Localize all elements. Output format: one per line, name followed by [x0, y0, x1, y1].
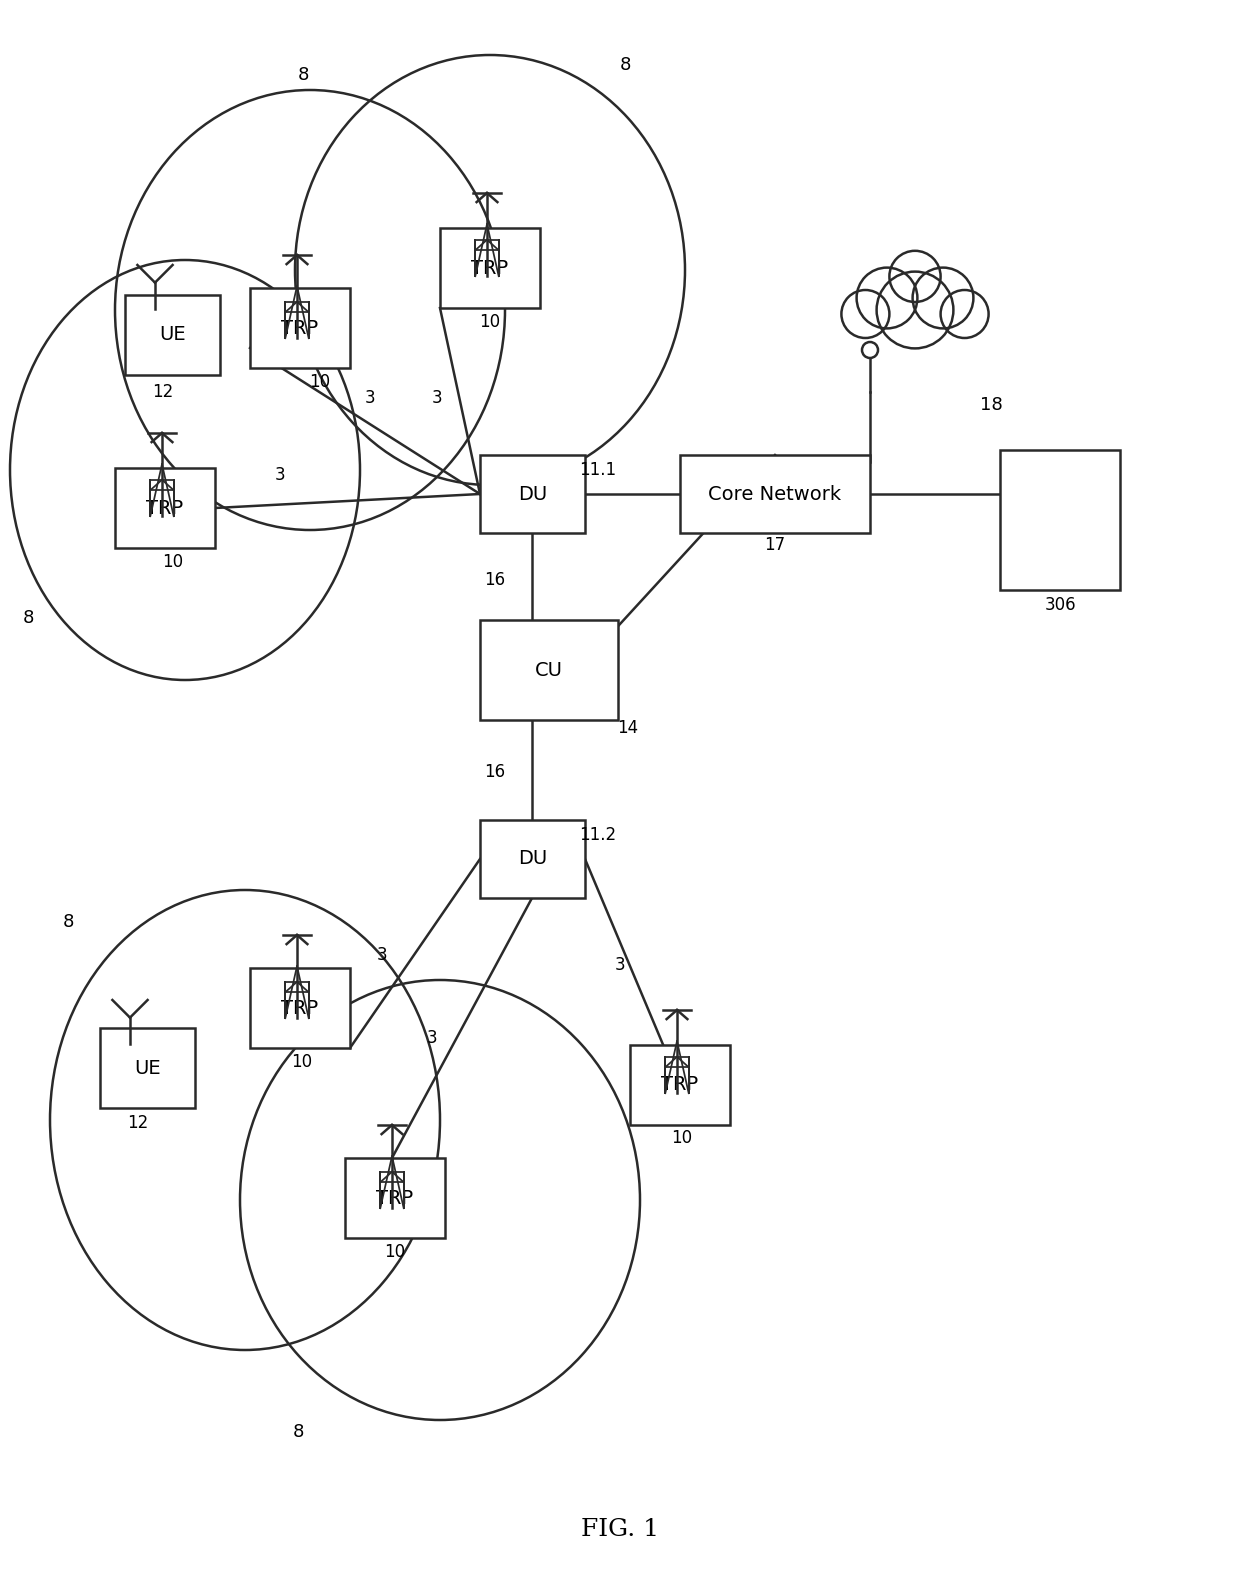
Text: 18: 18	[980, 396, 1003, 413]
FancyBboxPatch shape	[125, 296, 219, 375]
Text: TRP: TRP	[281, 318, 319, 337]
FancyBboxPatch shape	[250, 968, 350, 1048]
Text: TRP: TRP	[377, 1188, 414, 1207]
FancyBboxPatch shape	[680, 455, 870, 533]
Text: 8: 8	[22, 609, 33, 626]
Text: 3: 3	[432, 390, 443, 407]
Text: 16: 16	[485, 763, 506, 781]
Text: Core Network: Core Network	[708, 485, 842, 504]
Text: 10: 10	[480, 313, 501, 331]
Text: 8: 8	[619, 56, 631, 75]
Text: 17: 17	[764, 536, 786, 553]
Circle shape	[877, 272, 954, 348]
Circle shape	[862, 342, 878, 358]
Circle shape	[857, 267, 918, 329]
Text: TRP: TRP	[661, 1075, 698, 1094]
Text: TRP: TRP	[471, 259, 508, 278]
FancyBboxPatch shape	[480, 455, 585, 533]
FancyBboxPatch shape	[115, 467, 215, 549]
Text: UE: UE	[159, 326, 186, 345]
FancyBboxPatch shape	[345, 1158, 445, 1239]
Circle shape	[913, 267, 973, 329]
FancyBboxPatch shape	[999, 450, 1120, 590]
Text: 10: 10	[310, 374, 331, 391]
Circle shape	[842, 289, 889, 339]
Text: 3: 3	[275, 466, 285, 483]
Text: DU: DU	[518, 849, 547, 868]
FancyBboxPatch shape	[440, 227, 539, 308]
Text: 8: 8	[298, 67, 309, 84]
Text: 306: 306	[1044, 596, 1076, 614]
Circle shape	[941, 289, 988, 339]
Text: 8: 8	[293, 1423, 304, 1441]
Text: 12: 12	[153, 383, 174, 401]
Text: 14: 14	[618, 719, 639, 738]
Text: 3: 3	[365, 390, 376, 407]
FancyBboxPatch shape	[480, 620, 618, 720]
Text: CU: CU	[534, 660, 563, 679]
FancyBboxPatch shape	[100, 1029, 195, 1108]
Text: TRP: TRP	[281, 999, 319, 1018]
Text: 10: 10	[291, 1053, 312, 1072]
Text: TRP: TRP	[146, 499, 184, 517]
Text: FIG. 1: FIG. 1	[582, 1518, 658, 1541]
Text: 3: 3	[615, 956, 625, 975]
Text: 3: 3	[427, 1029, 438, 1046]
Text: 12: 12	[128, 1115, 149, 1132]
Text: DU: DU	[518, 485, 547, 504]
Text: 8: 8	[62, 913, 73, 932]
FancyBboxPatch shape	[250, 288, 350, 367]
FancyBboxPatch shape	[630, 1045, 730, 1126]
Text: 10: 10	[384, 1243, 405, 1261]
Text: 3: 3	[377, 946, 387, 964]
FancyBboxPatch shape	[480, 820, 585, 898]
Circle shape	[889, 251, 941, 302]
Text: 16: 16	[485, 571, 506, 588]
Text: 11.1: 11.1	[579, 461, 616, 479]
Text: 10: 10	[162, 553, 184, 571]
Text: 10: 10	[671, 1129, 693, 1146]
Text: 11.2: 11.2	[579, 825, 616, 844]
Text: UE: UE	[134, 1059, 161, 1078]
